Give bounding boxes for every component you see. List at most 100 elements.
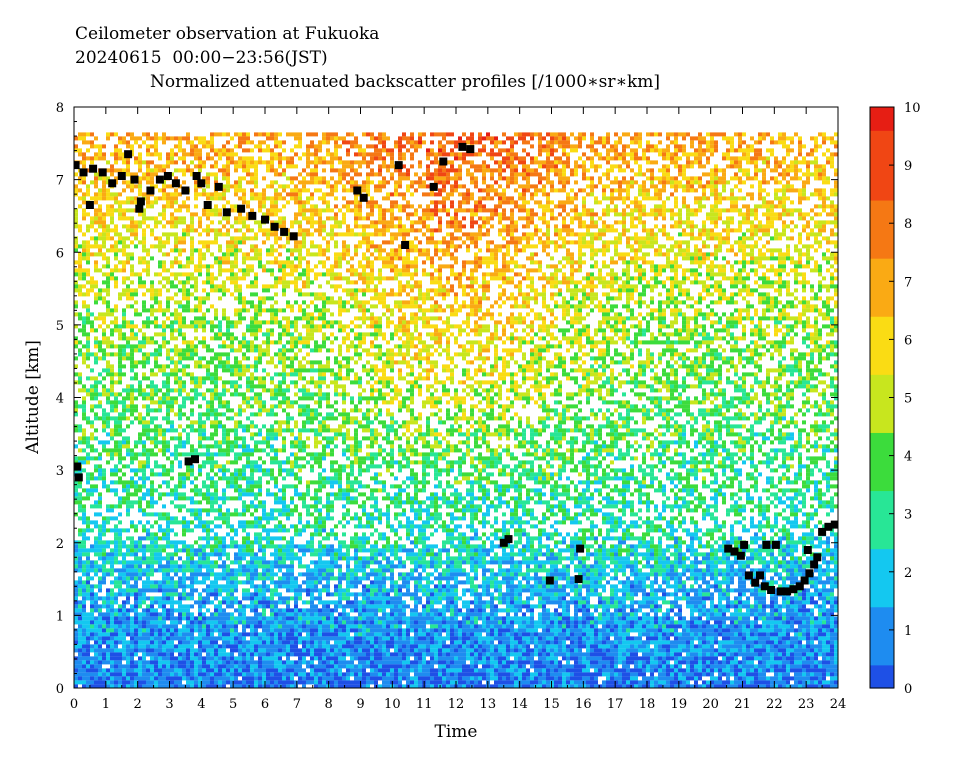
heatmap-cell <box>222 312 226 317</box>
heatmap-cell <box>586 272 590 277</box>
heatmap-cell <box>594 264 598 269</box>
heatmap-cell <box>790 140 794 145</box>
heatmap-cell <box>106 224 110 229</box>
heatmap-cell <box>406 248 410 253</box>
heatmap-cell <box>470 180 474 185</box>
heatmap-cell <box>702 188 706 193</box>
heatmap-cell <box>782 284 786 289</box>
heatmap-cell <box>106 284 110 289</box>
heatmap-cell <box>146 204 150 209</box>
heatmap-cell <box>418 248 422 253</box>
heatmap-cell <box>546 264 550 269</box>
heatmap-cell <box>330 268 334 273</box>
heatmap-cell <box>738 276 742 281</box>
heatmap-cell <box>618 212 622 217</box>
heatmap-cell <box>370 240 374 245</box>
heatmap-cell <box>210 264 214 269</box>
heatmap-cell <box>454 256 458 261</box>
heatmap-cell <box>590 240 594 245</box>
heatmap-cell <box>230 252 234 257</box>
heatmap-cell <box>430 272 434 277</box>
heatmap-cell <box>110 272 114 277</box>
heatmap-cell <box>194 268 198 273</box>
heatmap-cell <box>90 132 94 137</box>
heatmap-cell <box>598 276 602 281</box>
heatmap-cell <box>622 180 626 185</box>
heatmap-cell <box>158 168 162 173</box>
heatmap-cell <box>738 244 742 249</box>
heatmap-cell <box>778 196 782 201</box>
heatmap-cell <box>162 164 166 169</box>
heatmap-cell <box>214 228 218 233</box>
heatmap-cell <box>142 192 146 197</box>
heatmap-cell <box>398 244 402 249</box>
heatmap-cell <box>130 208 134 213</box>
heatmap-cell <box>406 204 410 209</box>
heatmap-cell <box>438 248 442 253</box>
heatmap-cell <box>178 184 182 189</box>
heatmap-cell <box>226 220 230 225</box>
heatmap-cell <box>154 172 158 177</box>
heatmap-cell <box>174 244 178 249</box>
heatmap-cell <box>174 284 178 289</box>
heatmap-cell <box>458 172 462 177</box>
heatmap-cell <box>718 292 722 297</box>
heatmap-cell <box>194 136 198 141</box>
heatmap-cell <box>722 276 726 281</box>
heatmap-cell <box>362 236 366 241</box>
heatmap-cell <box>366 152 370 157</box>
heatmap-cell <box>634 216 638 221</box>
heatmap-cell <box>74 312 78 317</box>
heatmap-cell <box>394 144 398 149</box>
heatmap-cell <box>434 168 438 173</box>
heatmap-cell <box>186 164 190 169</box>
heatmap-cell <box>238 156 242 161</box>
heatmap-cell <box>730 140 734 145</box>
heatmap-cell <box>398 220 402 225</box>
heatmap-cell <box>174 240 178 245</box>
heatmap-cell <box>686 160 690 165</box>
heatmap-cell <box>518 132 522 137</box>
heatmap-cell <box>342 220 346 225</box>
heatmap-cell <box>154 132 158 137</box>
heatmap-cell <box>798 216 802 221</box>
heatmap-cell <box>554 140 558 145</box>
heatmap-cell <box>346 232 350 237</box>
heatmap-cell <box>126 132 130 137</box>
heatmap-cell <box>102 244 106 249</box>
heatmap-cell <box>754 256 758 261</box>
heatmap-cell <box>154 164 158 169</box>
heatmap-cell <box>206 224 210 229</box>
heatmap-cell <box>98 292 102 297</box>
heatmap-cell <box>190 140 194 145</box>
heatmap-cell <box>590 132 594 137</box>
heatmap-cell <box>362 184 366 189</box>
heatmap-cell <box>114 252 118 257</box>
heatmap-cell <box>262 132 266 137</box>
heatmap-cell <box>350 160 354 165</box>
heatmap-cell <box>586 228 590 233</box>
heatmap-cell <box>382 260 386 265</box>
heatmap-cell <box>198 152 202 157</box>
heatmap-cell <box>374 144 378 149</box>
heatmap-cell <box>174 256 178 261</box>
heatmap-cell <box>634 240 638 245</box>
heatmap-cell <box>198 232 202 237</box>
heatmap-cell <box>574 216 578 221</box>
heatmap-cell <box>218 228 222 233</box>
heatmap-cell <box>354 268 358 273</box>
heatmap-cell <box>446 192 450 197</box>
heatmap-cell <box>302 184 306 189</box>
heatmap-cell <box>526 168 530 173</box>
heatmap-cell <box>602 292 606 297</box>
heatmap-cell <box>778 260 782 265</box>
heatmap-cell <box>782 268 786 273</box>
heatmap-cell <box>174 200 178 205</box>
heatmap-cell <box>774 188 778 193</box>
heatmap-cell <box>742 196 746 201</box>
heatmap-cell <box>306 272 310 277</box>
heatmap-cell <box>754 152 758 157</box>
heatmap-cell <box>210 284 214 289</box>
heatmap-cell <box>186 232 190 237</box>
heatmap-cell <box>478 236 482 241</box>
